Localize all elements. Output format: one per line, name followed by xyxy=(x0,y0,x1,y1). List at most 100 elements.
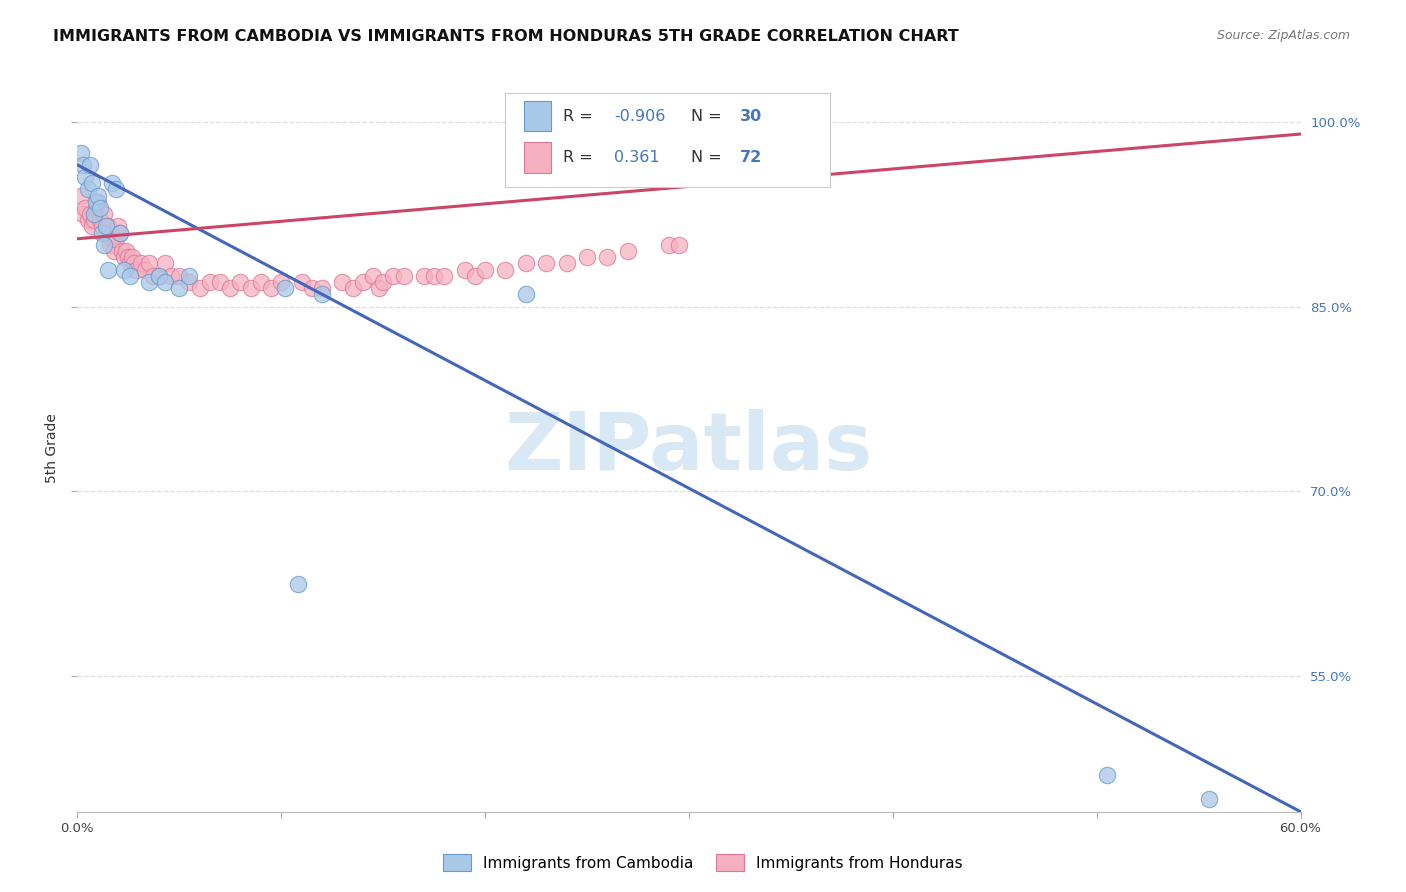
Point xyxy=(70,145,93,160)
Point xyxy=(79,207,101,221)
Point xyxy=(617,244,640,258)
Point xyxy=(124,256,146,270)
Point xyxy=(464,268,486,283)
Point xyxy=(534,256,557,270)
Point xyxy=(148,268,170,283)
Point xyxy=(87,194,110,209)
Point xyxy=(160,268,183,283)
Point xyxy=(495,262,517,277)
Point xyxy=(423,268,446,283)
Legend: Immigrants from Cambodia, Immigrants from Honduras: Immigrants from Cambodia, Immigrants fro… xyxy=(437,848,969,877)
Point xyxy=(129,256,152,270)
FancyBboxPatch shape xyxy=(524,142,551,172)
Point xyxy=(301,281,323,295)
Point xyxy=(382,268,405,283)
Point xyxy=(72,158,94,172)
Point xyxy=(179,268,201,283)
Text: 72: 72 xyxy=(741,150,762,165)
Text: IMMIGRANTS FROM CAMBODIA VS IMMIGRANTS FROM HONDURAS 5TH GRADE CORRELATION CHART: IMMIGRANTS FROM CAMBODIA VS IMMIGRANTS F… xyxy=(53,29,959,44)
Point xyxy=(72,207,94,221)
Point xyxy=(290,275,312,289)
Point xyxy=(352,275,374,289)
Point xyxy=(83,213,105,227)
Point xyxy=(287,576,309,591)
Text: -0.906: -0.906 xyxy=(614,109,665,124)
Point xyxy=(134,262,156,277)
Point xyxy=(148,268,170,283)
Point xyxy=(112,250,135,264)
Point xyxy=(198,275,221,289)
Point xyxy=(169,281,191,295)
Point xyxy=(108,226,131,240)
Point xyxy=(515,287,537,301)
Point xyxy=(169,268,191,283)
Point xyxy=(311,281,333,295)
Text: 30: 30 xyxy=(741,109,762,124)
Point xyxy=(1095,768,1118,782)
Point xyxy=(84,194,107,209)
Point xyxy=(89,213,111,227)
Point xyxy=(138,256,160,270)
Point xyxy=(208,275,231,289)
Point xyxy=(103,244,125,258)
Point xyxy=(90,219,112,234)
Point xyxy=(179,275,201,289)
Text: N =: N = xyxy=(692,150,727,165)
Point xyxy=(371,275,394,289)
Point xyxy=(75,170,97,185)
Point xyxy=(668,238,690,252)
Point xyxy=(392,268,415,283)
Point xyxy=(84,201,107,215)
Point xyxy=(79,158,101,172)
Point xyxy=(70,188,93,202)
Point xyxy=(94,219,117,234)
FancyBboxPatch shape xyxy=(524,101,551,131)
Point xyxy=(108,226,131,240)
Point xyxy=(101,232,124,246)
Point xyxy=(97,262,120,277)
Point xyxy=(342,281,364,295)
Text: N =: N = xyxy=(692,109,727,124)
Point xyxy=(453,262,475,277)
Point xyxy=(332,275,354,289)
Point xyxy=(80,177,103,191)
Point xyxy=(105,182,128,196)
Text: Source: ZipAtlas.com: Source: ZipAtlas.com xyxy=(1216,29,1350,42)
Point xyxy=(76,182,98,196)
Point xyxy=(101,177,124,191)
Point xyxy=(138,275,160,289)
Point xyxy=(117,250,139,264)
Point xyxy=(153,275,176,289)
Point xyxy=(115,244,138,258)
Point xyxy=(83,207,105,221)
Point xyxy=(474,262,496,277)
Point xyxy=(142,268,165,283)
Point xyxy=(555,256,578,270)
Point xyxy=(270,275,292,289)
Point xyxy=(260,281,283,295)
Point xyxy=(250,275,273,289)
Y-axis label: 5th Grade: 5th Grade xyxy=(45,413,59,483)
Point xyxy=(120,256,142,270)
Point xyxy=(112,262,135,277)
Point xyxy=(93,207,115,221)
Point xyxy=(368,281,391,295)
Text: 0.361: 0.361 xyxy=(614,150,659,165)
Point xyxy=(80,219,103,234)
Point xyxy=(107,219,129,234)
Point xyxy=(361,268,384,283)
Text: ZIPatlas: ZIPatlas xyxy=(505,409,873,487)
FancyBboxPatch shape xyxy=(506,94,830,186)
Point xyxy=(105,232,128,246)
Point xyxy=(75,201,97,215)
Text: R =: R = xyxy=(562,150,603,165)
Point xyxy=(98,238,121,252)
Point xyxy=(87,188,110,202)
Point xyxy=(413,268,436,283)
Point xyxy=(188,281,211,295)
Point xyxy=(97,219,120,234)
Point xyxy=(120,268,142,283)
Point xyxy=(229,275,252,289)
Point xyxy=(121,250,143,264)
Point xyxy=(94,226,117,240)
